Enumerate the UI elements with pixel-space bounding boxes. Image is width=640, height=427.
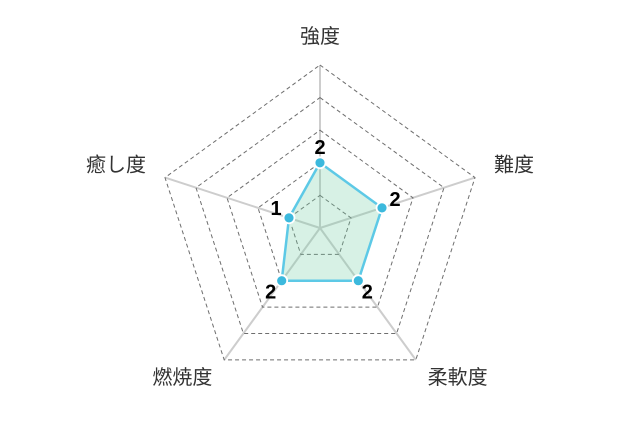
value-label: 2 xyxy=(362,282,373,304)
axis-label: 燃焼度 xyxy=(152,366,212,389)
data-point xyxy=(351,274,365,288)
value-label: 1 xyxy=(270,198,281,220)
axis-label: 柔軟度 xyxy=(428,366,488,389)
grid-ring xyxy=(288,194,352,255)
axis-spoke xyxy=(223,227,321,361)
axis-label: 強度 xyxy=(300,25,340,48)
data-points xyxy=(275,156,389,288)
axis-label: 難度 xyxy=(494,153,534,176)
value-label: 2 xyxy=(389,189,400,211)
grid-ring xyxy=(226,129,414,308)
data-point xyxy=(275,274,289,288)
data-polygon xyxy=(280,161,384,282)
axis-spoke xyxy=(319,176,476,229)
value-labels: 2 2 2 2 1 xyxy=(265,137,400,304)
data-point xyxy=(375,201,389,215)
data-point xyxy=(313,156,327,170)
value-label: 2 xyxy=(314,137,325,159)
axis-spoke xyxy=(319,227,417,361)
grid-ring xyxy=(195,96,445,334)
axis-label: 癒し度 xyxy=(86,153,146,176)
data-point xyxy=(282,211,296,225)
value-label: 2 xyxy=(265,282,276,304)
data-series xyxy=(280,161,384,282)
grid-ring xyxy=(164,64,476,361)
